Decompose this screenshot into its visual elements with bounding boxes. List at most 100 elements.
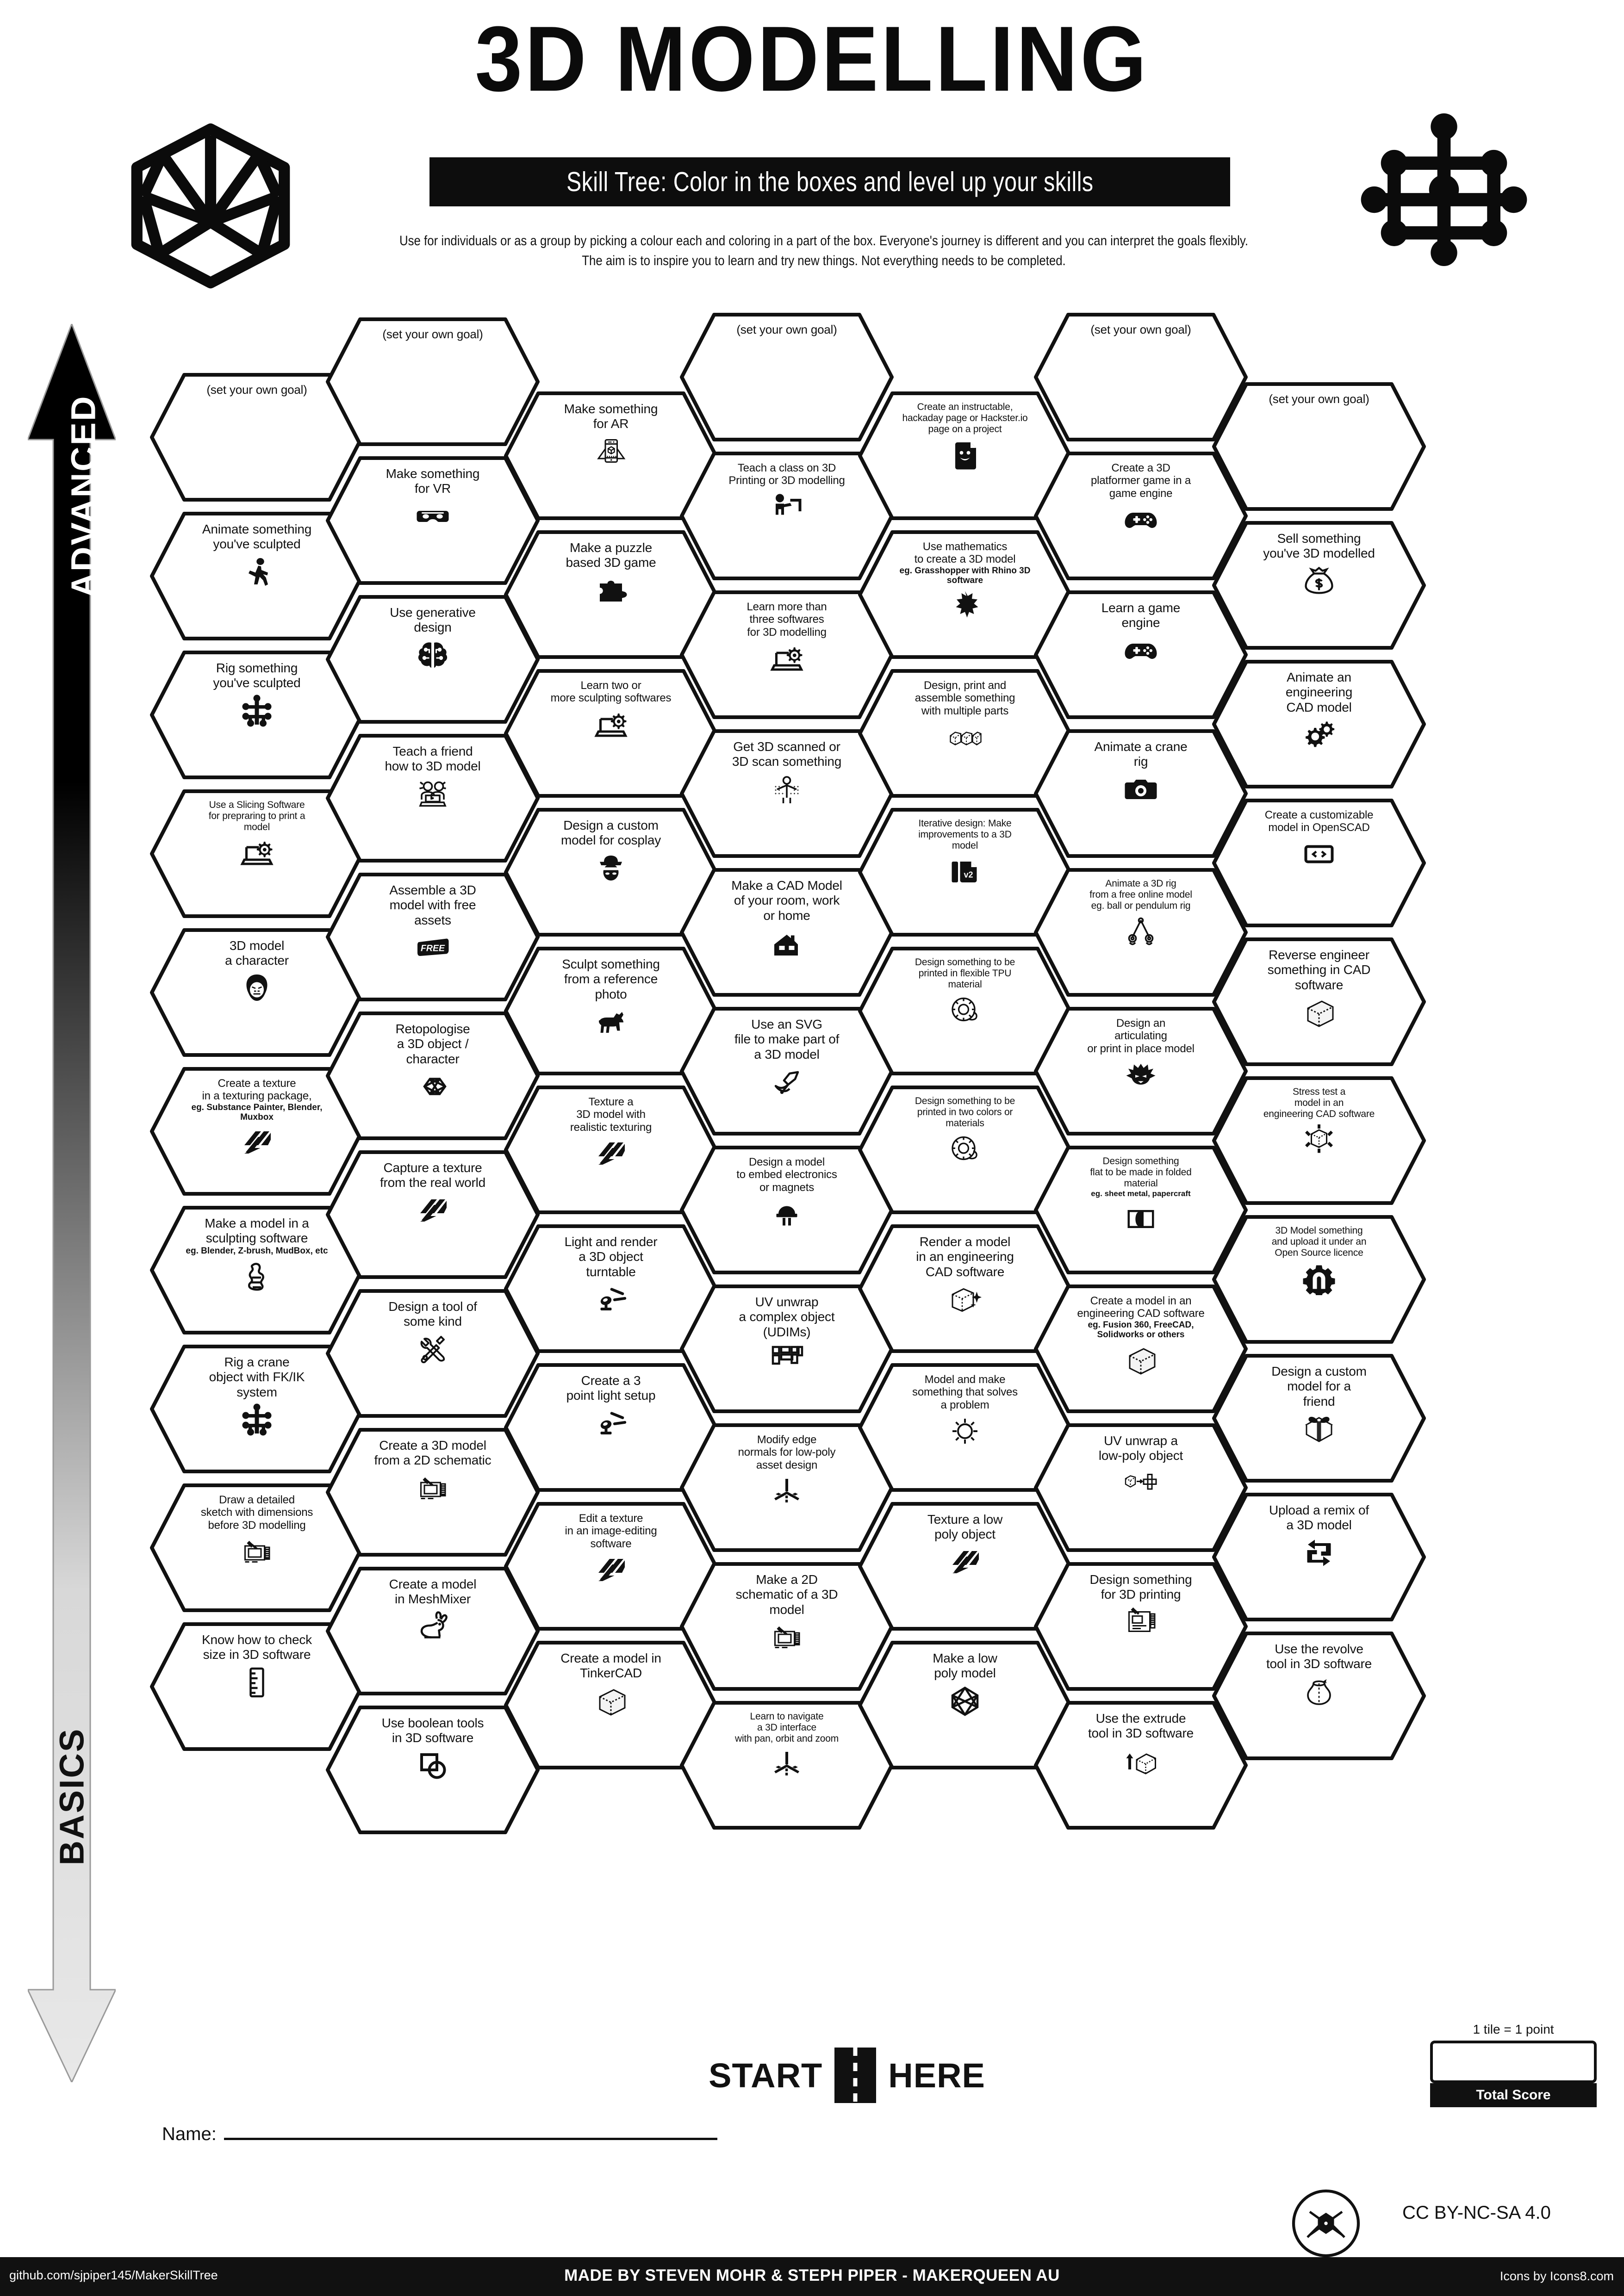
skill-tile[interactable]: Animate an engineering CAD model (1210, 657, 1428, 791)
skill-tile-title: Make something for AR (564, 402, 658, 431)
skill-tile-title: Design a tool of some kind (388, 1299, 477, 1329)
skill-tile[interactable]: Edit a texture in an image-editing softwar… (502, 1499, 720, 1633)
rabbit-icon (416, 1610, 449, 1644)
skill-tile[interactable]: Teach a class on 3D Printing or 3D modell… (678, 449, 896, 583)
skill-tile[interactable]: Reverse engineer something in CAD software (1210, 935, 1428, 1069)
skill-tile-title: Teach a friend how to 3D model (385, 744, 481, 774)
uv-unwrap-icon (1124, 1466, 1157, 1501)
maker-badge-icon (1291, 2189, 1361, 2260)
stress-box-icon (1302, 1123, 1336, 1157)
revolve-vase-icon (1302, 1675, 1336, 1709)
skill-tile-subtext: eg. Fusion 360, FreeCAD, Solidworks or ot… (1088, 1320, 1194, 1340)
texture-hatch-icon (240, 1125, 274, 1160)
skill-tile[interactable]: (set your own goal) (678, 310, 896, 444)
skill-tile[interactable]: Rig a crane object with FK/IK system (148, 1342, 366, 1476)
skill-tile[interactable]: Texture a 3D model with realistic texturin… (502, 1083, 720, 1217)
skill-tile[interactable]: Design a custom model for a friend (1210, 1351, 1428, 1485)
skill-tile[interactable]: Use the revolve tool in 3D software (1210, 1629, 1428, 1763)
skill-tile[interactable]: Retopologise a 3D object / character (324, 1009, 541, 1143)
skill-tile[interactable]: Capture a texture from the real world (324, 1148, 541, 1282)
v2-file-icon: v2 (948, 854, 982, 888)
axes-gizmo-icon (770, 1474, 803, 1508)
score-input-box[interactable] (1430, 2041, 1597, 2083)
skill-tile[interactable]: Stress test a model in an engineering CAD … (1210, 1074, 1428, 1208)
dragon-icon (1124, 1058, 1157, 1092)
skill-tile[interactable]: Design something to be printed in flexibl… (856, 944, 1074, 1078)
tools-icon (416, 1332, 449, 1366)
pendulum-rig-icon (1124, 914, 1157, 949)
skill-tile[interactable]: (set your own goal) (1032, 310, 1250, 444)
blueprint-icon (1124, 1605, 1157, 1639)
skill-tile[interactable]: Create a model in MeshMixer (324, 1564, 541, 1698)
skill-tile[interactable]: Texture a low poly object (856, 1499, 1074, 1633)
skill-tile[interactable]: Learn a game engine (1032, 588, 1250, 722)
lightbulb-icon (948, 1414, 982, 1448)
skill-tile[interactable]: Use the extrude tool in 3D software (1032, 1698, 1250, 1832)
texture-hatch-icon (594, 1136, 628, 1171)
skill-tile-title: Render a model in an engineering CAD softw… (916, 1235, 1014, 1279)
road-icon (834, 2048, 877, 2103)
skill-tile-title: (set your own goal) (382, 327, 483, 341)
skill-tile-title: 3D Model something and upload it under an… (1271, 1225, 1367, 1258)
intro-blurb: Use for individuals or as a group by pic… (399, 233, 1248, 268)
skill-tile[interactable]: Design something flat to be made in folde… (1032, 1143, 1250, 1277)
skill-tile[interactable]: Animate a crane rig (1032, 726, 1250, 861)
skill-tile[interactable]: Design a model to embed electronics or mag… (678, 1143, 896, 1277)
skill-tile[interactable]: Sell something you've 3D modelled (1210, 518, 1428, 652)
teacher-board-icon (770, 490, 803, 524)
skill-tile[interactable]: Design, print and assemble something with … (856, 666, 1074, 800)
skill-tile[interactable]: Make a puzzle based 3D game (502, 527, 720, 662)
skill-tile-title: (set your own goal) (1090, 323, 1191, 336)
skill-tile[interactable]: UV unwrap a low-poly object (1032, 1421, 1250, 1555)
sketch-dimensions-icon (240, 1534, 274, 1569)
score-panel: 1 tile = 1 point Total Score (1430, 2022, 1597, 2107)
skill-tile[interactable]: Use boolean tools in 3D software (324, 1703, 541, 1837)
skill-tile-title: Make a CAD Model of your room, work or hom… (731, 878, 842, 923)
skill-tile[interactable]: Create a customizable model in OpenSCAD (1210, 796, 1428, 930)
skill-tile[interactable]: (set your own goal) (1210, 379, 1428, 514)
studio-light-icon (594, 1282, 628, 1316)
skill-tile[interactable]: Light and render a 3D object turntable (502, 1222, 720, 1356)
skill-tile[interactable]: Design an articulating or print in place m… (1032, 1004, 1250, 1138)
folded-book-icon (1124, 1201, 1157, 1235)
skill-tile[interactable]: Create a 3D platformer game in a game engi… (1032, 449, 1250, 583)
name-input-line[interactable] (224, 2138, 717, 2140)
skill-tile[interactable]: Upload a remix of a 3D model (1210, 1490, 1428, 1624)
skill-tile-title: Design a model to embed electronics or mag… (736, 1156, 837, 1194)
skill-tile[interactable]: Design something for 3D printing (1032, 1559, 1250, 1694)
skill-tile-title: Use a Slicing Software for prepraring to … (208, 800, 305, 832)
money-bag-icon (1302, 564, 1336, 598)
wire-box-icon (1124, 1343, 1157, 1377)
skill-tile[interactable]: Learn more than three softwares for 3D mod… (678, 588, 896, 722)
skill-tile[interactable]: Design a custom model for cosplay (502, 805, 720, 939)
footer-repo-link[interactable]: github.com/sjpiper145/MakerSkillTree (9, 2268, 218, 2282)
skill-tile-title: Design something to be printed in flexibl… (915, 957, 1015, 990)
skill-tile[interactable]: Sculpt something from a reference photo (502, 944, 720, 1078)
sketch-dimensions-icon (770, 1620, 803, 1654)
skill-tile[interactable]: Assemble a 3D model with free assets FREE (324, 870, 541, 1004)
skill-tile[interactable]: Use a Slicing Software for prepraring to … (148, 787, 366, 921)
skill-tile[interactable]: Modify edge normals for low-poly asset des… (678, 1421, 896, 1555)
skill-tile[interactable]: 3D model a character (148, 925, 366, 1060)
math-burst-icon (948, 589, 982, 623)
remix-arrows-icon (1302, 1536, 1336, 1570)
skill-tile-title: Rig a crane object with FK/IK system (209, 1355, 305, 1399)
name-field-row[interactable]: Name: (162, 2124, 717, 2145)
skill-tile[interactable]: Get 3D scanned or 3D scan something (678, 726, 896, 861)
skill-tile[interactable]: Make a low poly model (856, 1638, 1074, 1772)
footer-icons-credit[interactable]: Icons by Icons8.com (1500, 2269, 1614, 2283)
skill-tile[interactable]: Make a CAD Model of your room, work or hom… (678, 865, 896, 999)
texture-hatch-icon (594, 1553, 628, 1587)
skill-tile[interactable]: (set your own goal) (324, 315, 541, 449)
skill-tile-title: Texture a 3D model with realistic texturin… (570, 1096, 652, 1134)
skill-tile[interactable]: Animate a 3D rig from a free online model… (1032, 865, 1250, 999)
skill-tile[interactable]: Model and make something that solves a pro… (856, 1360, 1074, 1495)
skill-tile[interactable]: Create a model in an engineering CAD soft… (1032, 1282, 1250, 1416)
skill-tile[interactable]: UV unwrap a complex object (UDIMs) (678, 1282, 896, 1416)
skill-tile-title: Create a model in an engineering CAD soft… (1077, 1295, 1205, 1320)
skill-tile-title: Upload a remix of a 3D model (1269, 1503, 1369, 1533)
skill-tile-title: Make a low poly model (933, 1651, 997, 1681)
skill-tile[interactable]: 3D Model something and upload it under an… (1210, 1212, 1428, 1347)
skill-tile-title: Learn two or more sculpting softwares (550, 679, 672, 705)
